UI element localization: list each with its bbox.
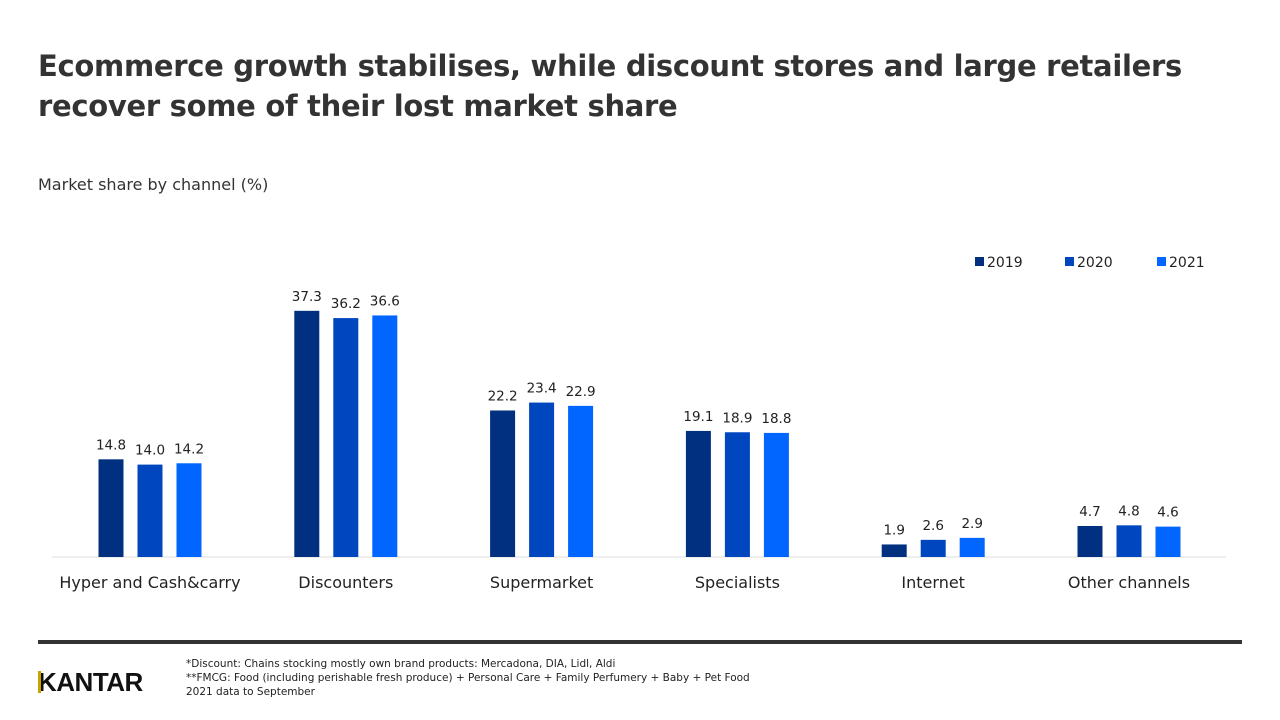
bar-2020: [920, 539, 946, 557]
data-label: 18.9: [722, 410, 752, 426]
bar-2021: [1155, 526, 1181, 557]
bar-2019: [685, 430, 711, 557]
data-label: 23.4: [527, 381, 557, 397]
bar-chart: 14.8 14.0 14.2 Hyper and Cash&carry 37.3 36.2…: [52, 255, 1226, 592]
bar-2019: [881, 544, 907, 557]
footer-notes: *Discount: Chains stocking mostly own br…: [186, 657, 750, 699]
footnote: 2021 data to September: [186, 686, 315, 698]
legend-label: 2019: [987, 255, 1023, 271]
data-label: 18.8: [761, 411, 791, 427]
data-label: 2.9: [961, 516, 982, 532]
legend-swatch-2021: [1157, 257, 1166, 266]
data-label: 4.8: [1118, 503, 1139, 519]
bar-2020: [1116, 525, 1142, 557]
kantar-logo: KANTAR: [38, 667, 143, 697]
bar-2019: [98, 459, 124, 557]
legend-swatch-2019: [975, 257, 984, 266]
data-label: 14.0: [135, 443, 165, 459]
legend-label: 2020: [1077, 255, 1113, 271]
data-label: 1.9: [883, 522, 904, 538]
category-label: Other channels: [1068, 573, 1190, 592]
data-label: 36.2: [331, 296, 361, 312]
bar-2021: [763, 432, 789, 557]
bar-2020: [333, 318, 359, 557]
data-label: 22.9: [566, 384, 596, 400]
data-label: 22.2: [488, 388, 518, 404]
bar-2019: [1077, 525, 1103, 557]
bar-2021: [372, 315, 398, 557]
legend-label: 2021: [1169, 255, 1205, 271]
data-label: 4.7: [1079, 504, 1100, 520]
footer-divider: [38, 640, 1242, 644]
category-label: Specialists: [695, 573, 780, 592]
bar-2019: [490, 410, 516, 557]
data-label: 14.8: [96, 437, 126, 453]
bar-2021: [176, 463, 202, 557]
category-label: Supermarket: [490, 573, 593, 592]
footnote: *Discount: Chains stocking mostly own br…: [186, 658, 616, 670]
data-label: 14.2: [174, 441, 204, 457]
data-label: 36.6: [370, 293, 400, 309]
bar-2021: [568, 405, 594, 557]
data-label: 37.3: [292, 289, 322, 305]
data-label: 4.6: [1157, 505, 1178, 521]
bar-2021: [959, 537, 985, 557]
category-label: Discounters: [298, 573, 393, 592]
bar-2020: [529, 402, 555, 557]
bar-2020: [724, 432, 750, 557]
legend-swatch-2020: [1065, 257, 1074, 266]
bar-2020: [137, 464, 163, 557]
chart-title: Ecommerce growth stabilises, while disco…: [38, 49, 1182, 123]
bar-2019: [294, 310, 320, 557]
footnote: **FMCG: Food (including perishable fresh…: [186, 672, 750, 684]
category-label: Hyper and Cash&carry: [59, 573, 240, 592]
data-label: 2.6: [922, 518, 943, 534]
category-label: Internet: [901, 573, 965, 592]
chart-subtitle: Market share by channel (%): [38, 175, 269, 194]
data-label: 19.1: [683, 409, 713, 425]
